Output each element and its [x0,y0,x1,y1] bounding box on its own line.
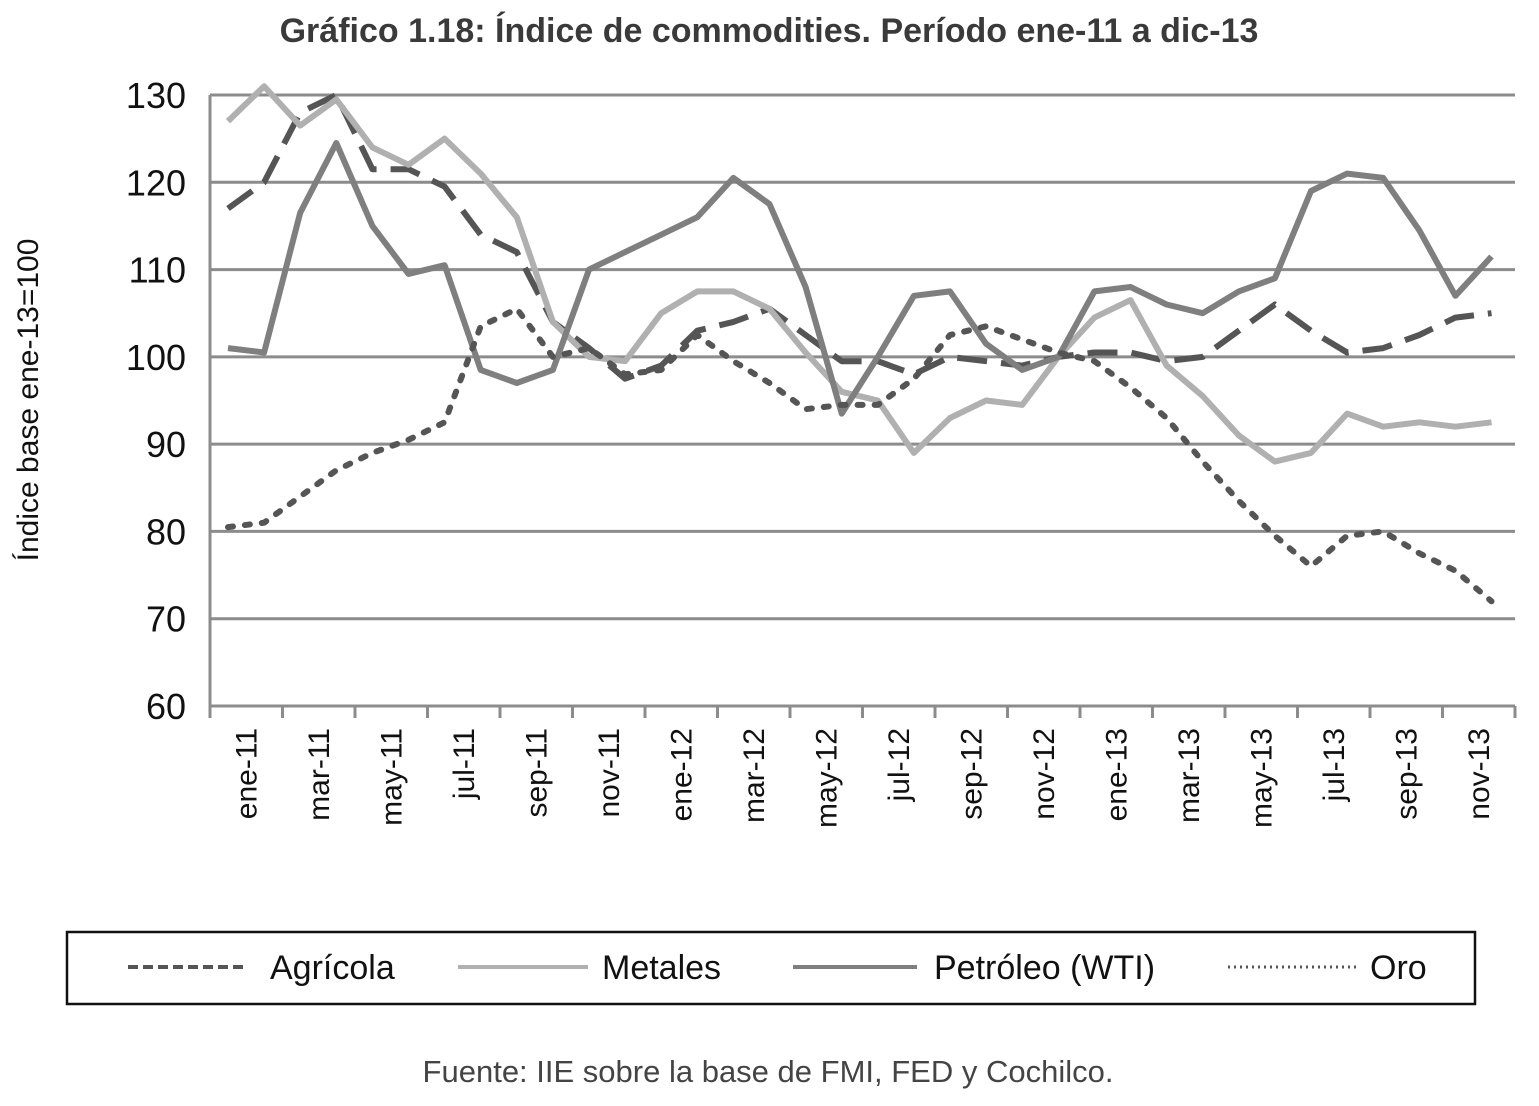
y-tick-label: 130 [126,75,186,116]
x-tick-label: sep-13 [1390,728,1423,820]
chart-title: Gráfico 1.18: Índice de commodities. Per… [280,12,1259,50]
series-line-1 [226,92,1492,382]
series-line-3 [227,140,1494,417]
series-line-4 [225,305,1495,605]
x-tick-label: may-11 [375,728,408,826]
y-tick-label: 60 [146,686,186,727]
y-tick-label: 90 [146,424,186,465]
x-tick-label: nov-11 [593,728,626,818]
y-tick-label: 110 [129,250,186,291]
x-tick-label: ene-11 [230,728,263,819]
x-tick-label: mar-12 [738,728,771,823]
x-tick-label: jul-12 [883,728,916,802]
series-lines [225,83,1495,605]
source-note: Fuente: IIE sobre la base de FMI, FED y … [423,1054,1114,1089]
x-tick-label: mar-11 [303,728,336,821]
legend-label-3: Petróleo (WTI) [934,949,1155,987]
x-tick-label: nov-12 [1028,728,1061,820]
x-tick-label: may-13 [1245,728,1278,828]
y-tick-labels: 60 70 80 90 100 110 120 130 [126,75,186,727]
x-tick-label: may-12 [810,728,843,828]
gridlines [210,93,1515,621]
y-tick-label: 100 [126,337,186,378]
series-line-2 [225,83,1492,465]
legend-label-1: Agrícola [270,949,395,987]
x-tick-label: ene-12 [665,728,698,821]
y-axis-label: Índice base ene-13=100 [12,239,45,562]
legend-label-2: Metales [602,949,721,987]
legend-label-4: Oro [1370,949,1427,987]
y-tick-label: 120 [126,162,186,203]
y-tick-label: 80 [146,511,186,552]
x-tick-label: sep-12 [955,728,988,820]
x-tick-label: nov-13 [1463,728,1496,820]
legend: Agrícola Metales Petróleo (WTI) Oro [128,949,1427,987]
x-tick-label: sep-11 [520,728,553,818]
x-tick-label: mar-13 [1173,728,1206,823]
x-tick-label: jul-13 [1318,728,1351,802]
axes [208,95,1517,718]
y-tick-label: 70 [146,599,186,640]
x-tick-label: jul-11 [448,728,481,800]
x-tick-labels: ene-11 mar-11 may-11 jul-11 sep-11 nov-11 ene-… [230,728,1496,828]
x-tick-label: ene-13 [1100,728,1133,821]
